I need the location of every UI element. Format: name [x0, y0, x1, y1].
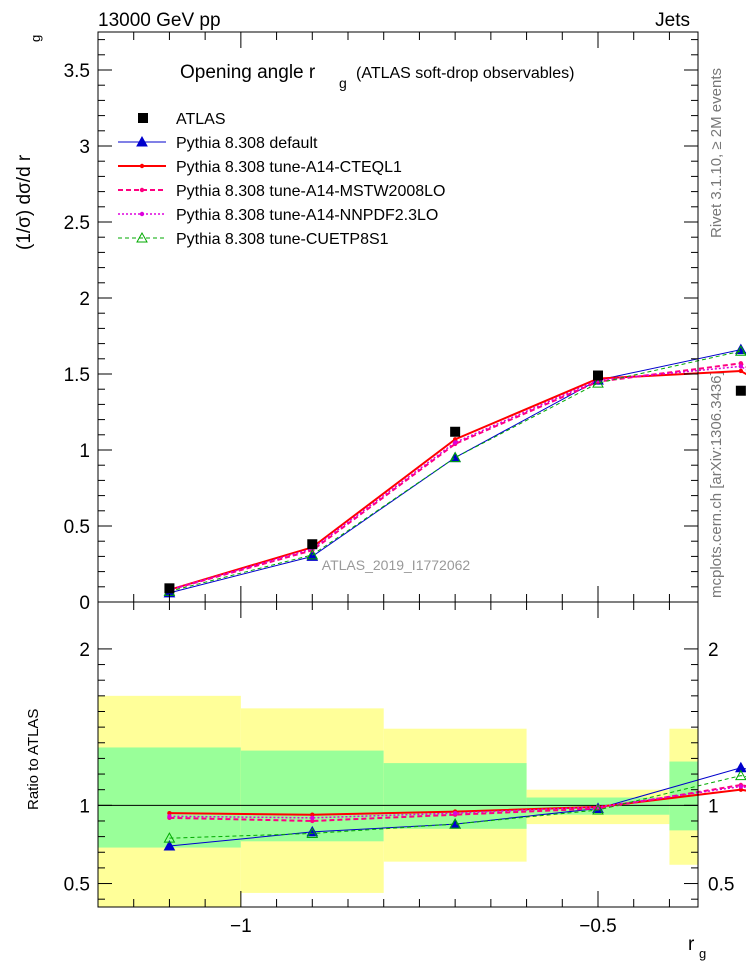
main-series-line: [169, 350, 746, 592]
data-point: [450, 426, 461, 437]
x-tick-label: −1: [230, 916, 252, 937]
ratio-y-label: Ratio to ATLAS: [25, 709, 42, 810]
main-y-axis: 0 0.5 1 1.5 2 2.5 3 3.5: [64, 39, 698, 614]
main-series-point: [452, 440, 458, 445]
main-series-line: [169, 369, 746, 591]
ratio-y-tick-label: 2: [79, 640, 90, 661]
plot-title-subscript: g: [339, 75, 347, 91]
analysis-id: ATLAS_2019_I1772062: [322, 557, 471, 573]
main-y-tick-label: 3: [79, 137, 90, 158]
ratio-series-point: [167, 814, 172, 819]
ratio-series-point: [310, 818, 315, 824]
ratio-series-point: [306, 827, 319, 838]
main-y-tick-label: 0.5: [64, 517, 90, 538]
ratio-y-tick-label: 0.5: [64, 875, 90, 896]
plot-title-main: Opening angle r: [180, 62, 316, 83]
main-y-tick-label: 3.5: [64, 61, 90, 82]
main-y-tick-label: 1.5: [64, 365, 90, 386]
main-series-point: [738, 364, 744, 369]
main-y-tick-label: 2: [79, 289, 90, 310]
side-label-top: Rivet 3.1.10, ≥ 2M events: [708, 68, 725, 238]
legend-marker: [136, 135, 148, 147]
plot-title: Opening angle r: [180, 62, 316, 83]
legend-marker: [139, 187, 145, 193]
ratio-series-point: [452, 810, 458, 816]
legend-label: Pythia 8.308 tune-A14-CTEQL1: [176, 159, 402, 176]
uncertainty-band-inner: [98, 747, 241, 848]
ratio-series-point: [163, 839, 176, 851]
main-series-point: [306, 550, 319, 561]
legend-marker: [136, 231, 148, 243]
main-plot: 0 0.5 1 1.5 2 2.5 3 3.5 Opening angle r g (ATLA…: [14, 31, 746, 614]
main-series-line: [169, 365, 746, 591]
ratio-series-point: [738, 784, 744, 789]
ratio-series-point: [738, 787, 744, 792]
ratio-series-line: [169, 788, 746, 816]
main-y-label-subscript: g: [28, 35, 43, 42]
main-series-point: [306, 548, 319, 560]
main-series-line: [169, 349, 746, 594]
ratio-y-tick-label-right: 2: [708, 640, 719, 661]
x-tick-label: −0.5: [579, 916, 617, 937]
ratio-plot: 0.5 0.5 1 1 2 2 −1 −0.5 Ratio to ATLAS r g: [25, 601, 746, 961]
main-series-point: [592, 377, 604, 388]
legend-label: ATLAS: [176, 111, 226, 128]
ratio-series-point: [735, 761, 746, 773]
ratio-series-point: [735, 769, 746, 781]
main-y-label: (1/σ) dσ/d r: [14, 154, 35, 250]
main-series-point: [449, 451, 461, 463]
main-series-point: [738, 361, 744, 366]
main-series-point: [735, 345, 746, 356]
legend-marker: [139, 211, 145, 217]
ratio-y-tick-label: 1: [79, 796, 90, 817]
legend-label: Pythia 8.308 tune-A14-MSTW2008LO: [176, 183, 445, 200]
legend-label: Pythia 8.308 tune-CUETP8S1: [176, 231, 389, 248]
ratio-series-point: [163, 832, 176, 843]
main-series-line: [169, 362, 746, 591]
uncertainty-band-inner: [383, 763, 527, 829]
ratio-series-point: [310, 815, 315, 821]
ratio-series-line: [169, 785, 746, 819]
side-label-bottom: mcplots.cern.ch [arXiv:1306.3436]: [708, 371, 725, 598]
data-point: [164, 583, 175, 594]
data-point: [593, 370, 603, 381]
legend-marker: [139, 163, 145, 169]
x-axis-label: r: [688, 934, 695, 955]
main-series-point: [452, 437, 458, 442]
ratio-x-axis: −1 −0.5: [133, 602, 670, 937]
ratio-series-point: [449, 818, 461, 829]
ratio-y-tick-label-right: 1: [708, 796, 719, 817]
x-axis-label-subscript: g: [699, 946, 706, 961]
legend-label: Pythia 8.308 tune-A14-NNPDF2.3LO: [176, 207, 438, 224]
legend-label: Pythia 8.308 default: [176, 135, 318, 152]
process-label: Jets: [655, 10, 690, 31]
main-y-tick-label: 1: [79, 441, 90, 462]
plot-title-extra: (ATLAS soft-drop observables): [356, 65, 574, 82]
main-y-tick-label: 0: [79, 593, 90, 614]
ratio-series-point: [592, 803, 604, 815]
ratio-plot-frame: [97, 601, 699, 908]
ratio-series-point: [310, 812, 315, 817]
main-series-point: [738, 368, 744, 374]
legend: ATLAS Pythia 8.308 default Pythia 8.308 tu…: [118, 111, 445, 248]
data-point: [307, 539, 318, 550]
main-x-axis: [133, 32, 670, 602]
ratio-series-point: [167, 810, 172, 816]
ratio-y-axis: 0.5 0.5 1 1 2 2: [64, 640, 734, 900]
main-y-tick-label: 2.5: [64, 213, 90, 234]
legend-marker-data: [138, 113, 148, 123]
data-point: [735, 385, 746, 396]
ratio-series-line: [169, 775, 746, 839]
energy-label: 13000 GeV pp: [98, 10, 221, 31]
ratio-y-tick-label-right: 0.5: [708, 875, 734, 896]
